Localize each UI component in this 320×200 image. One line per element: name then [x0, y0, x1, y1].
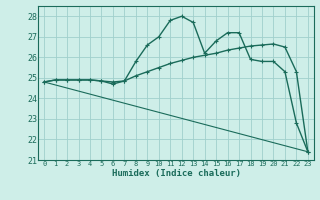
- X-axis label: Humidex (Indice chaleur): Humidex (Indice chaleur): [111, 169, 241, 178]
